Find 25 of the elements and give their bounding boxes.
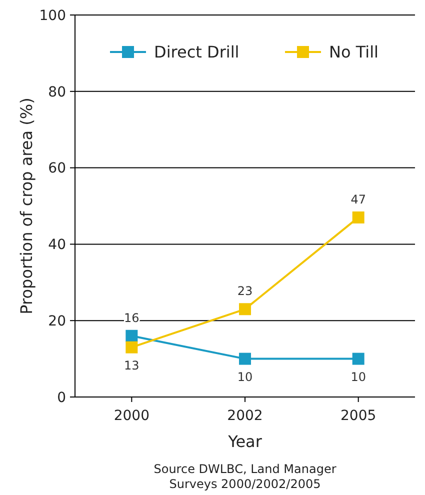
- x-tick-label: 2002: [227, 408, 263, 424]
- y-tick-label: 60: [48, 160, 66, 177]
- x-axis-title: Year: [227, 432, 262, 451]
- point: [352, 352, 364, 365]
- x-tick-label: 2005: [340, 408, 376, 424]
- x-tick-label: 2000: [114, 408, 150, 424]
- data-label: 13: [124, 358, 140, 372]
- y-tick-label: 40: [48, 237, 66, 254]
- y-tick-label: 0: [57, 390, 66, 406]
- data-label: 47: [350, 192, 366, 206]
- point: [239, 352, 251, 365]
- source-note: Source DWLBC, Land Manager Surveys 2000/2002/2005: [154, 462, 336, 491]
- legend-label: Direct Drill: [154, 42, 240, 62]
- y-tick-label: 80: [48, 84, 66, 100]
- y-tick-label: 20: [48, 314, 66, 330]
- point: [126, 341, 138, 354]
- y-axis-title: Proportion of crop area (%): [17, 98, 36, 314]
- data-label: 10: [237, 370, 253, 384]
- data-label: 10: [350, 370, 366, 384]
- legend-label: No Till: [329, 42, 378, 62]
- point: [352, 211, 364, 224]
- y-tick-label: 100: [39, 8, 66, 24]
- data-label: 23: [237, 284, 253, 298]
- point: [239, 303, 251, 316]
- point: [126, 330, 138, 342]
